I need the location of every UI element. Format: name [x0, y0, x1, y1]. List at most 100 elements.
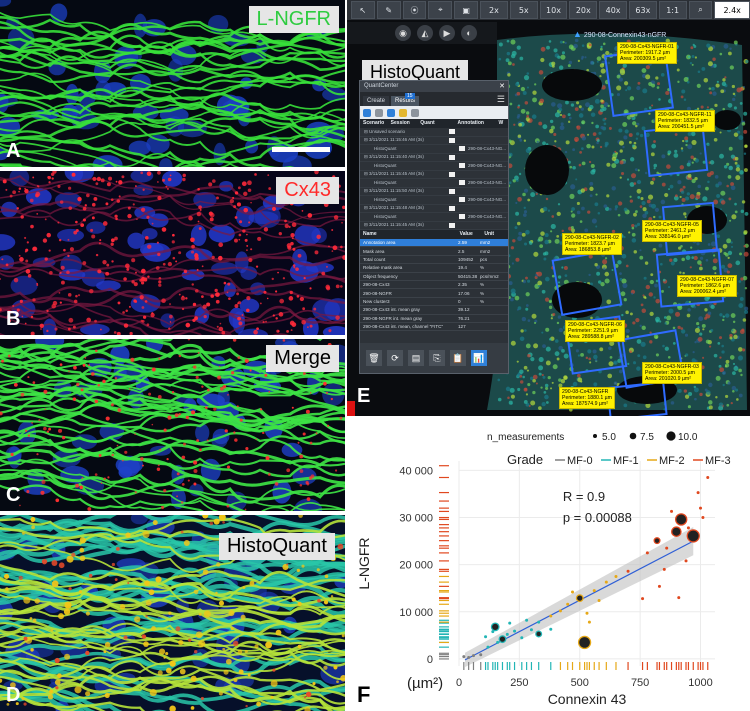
session-row[interactable]: ⊟ 3/11/2021 11:15:48 AM (3s) [360, 205, 508, 213]
close-icon[interactable]: ✕ [499, 83, 505, 90]
session-column-header[interactable]: Scenario [363, 120, 385, 126]
clipboard-icon[interactable]: 📋 [450, 350, 466, 366]
data-point[interactable] [684, 559, 688, 563]
session-checkbox[interactable] [449, 171, 455, 177]
session-column-header[interactable]: Session [390, 120, 410, 126]
session-checkbox[interactable] [449, 154, 455, 160]
data-point[interactable] [614, 574, 618, 578]
refresh-icon[interactable]: ⟳ [387, 350, 403, 366]
toolbar-button[interactable]: 63x [628, 1, 657, 19]
results-row[interactable]: Relative mask area 19.4% [360, 264, 508, 273]
data-point[interactable] [558, 609, 562, 613]
data-point[interactable] [496, 640, 500, 644]
results-row[interactable]: 290-08-NGFR int. mean gray 76.21 [360, 314, 508, 323]
data-point[interactable] [686, 529, 700, 543]
data-point[interactable] [486, 645, 490, 649]
data-point[interactable] [645, 551, 649, 555]
data-point[interactable] [587, 620, 591, 624]
data-point[interactable] [505, 632, 509, 636]
contrast-icon[interactable]: ◐ [461, 25, 477, 41]
session-row[interactable]: HistoQuant 290-08-Cx43-NG... [360, 145, 508, 154]
toolbar-button[interactable]: ⦿ [402, 1, 427, 19]
results-row[interactable]: Annotation area 2.59 mm2 [360, 239, 508, 248]
session-checkbox[interactable] [459, 180, 465, 186]
play-icon[interactable]: ▶ [439, 25, 455, 41]
session-row[interactable]: ⊟ 3/11/2021 11:15:50 AM (3s) [360, 188, 508, 196]
session-checkbox[interactable] [459, 214, 465, 220]
toolbar-button[interactable]: ⌖ [428, 1, 453, 19]
data-point[interactable] [549, 614, 553, 618]
results-column-header[interactable]: Name [363, 231, 377, 237]
results-column-header[interactable]: Value [459, 231, 473, 237]
report-icon[interactable]: ▤ [408, 350, 424, 366]
toolbar-button[interactable]: ✎ [376, 1, 401, 19]
session-column-header[interactable] [444, 119, 455, 128]
data-point[interactable] [699, 506, 703, 510]
session-row[interactable]: HistoQuant 290-08-Cx43-NG... [360, 196, 508, 205]
data-point[interactable] [597, 598, 601, 602]
session-checkbox[interactable] [459, 146, 465, 152]
session-checkbox[interactable] [449, 137, 455, 143]
toolbar-button[interactable]: ⌕ [688, 1, 713, 19]
results-row[interactable]: 290-08-Cx43 2.35% [360, 280, 508, 290]
data-point[interactable] [657, 584, 661, 588]
results-row[interactable]: Total count 109452 pcs [360, 255, 508, 265]
data-point[interactable] [677, 596, 681, 600]
results-row[interactable]: 290-08-Cx43 int. mean, channel "FITC" 127 [360, 322, 508, 332]
tab-results[interactable]: Results [391, 96, 420, 106]
data-point[interactable] [462, 655, 466, 659]
session-row[interactable]: ⊟ 3/11/2021 11:15:45 AM (3s) [360, 171, 508, 179]
session-checkbox[interactable] [449, 188, 455, 194]
results-row[interactable]: 290-08-NGFR 17.06% [360, 289, 508, 298]
data-point[interactable] [508, 621, 512, 625]
data-point[interactable] [575, 594, 584, 603]
data-point[interactable] [662, 567, 666, 571]
tab-create[interactable]: Create [363, 96, 390, 106]
data-point[interactable] [513, 629, 517, 633]
copy-icon[interactable]: ⎘ [429, 350, 445, 366]
roi-annotation-label[interactable]: 290-08-Cx43-NGFR-05 Perimeter: 2461.2 µm A… [642, 220, 702, 242]
data-point[interactable] [641, 597, 645, 601]
data-point[interactable] [471, 654, 475, 658]
data-point[interactable] [490, 622, 500, 632]
zoom-field[interactable]: 2.4x [714, 1, 750, 19]
line-filter-icon[interactable] [375, 108, 383, 117]
session-checkbox[interactable] [449, 222, 455, 228]
roi-annotation-label[interactable]: 290-08-Cx43-NGFR-02 Perimeter: 1823.7 µm A… [562, 233, 622, 255]
toolbar-button[interactable]: ▣ [454, 1, 479, 19]
session-checkbox[interactable] [449, 205, 455, 211]
data-point[interactable] [566, 602, 570, 606]
results-row[interactable]: 290-08-Cx43 int. mean gray 39.12 [360, 306, 508, 315]
data-point[interactable] [549, 627, 553, 631]
session-column-header[interactable]: Quant [420, 120, 435, 126]
roi-annotation-label[interactable]: 290-08-Cx43-NGFR Perimeter: 1880.1 µm Area… [559, 387, 615, 409]
more-icon[interactable] [411, 108, 419, 117]
quantcenter-titlebar[interactable]: QuantCenter ✕ [360, 81, 508, 92]
roi-annotation-label[interactable]: 290-08-Cx43-NGFR-11 Perimeter: 1832.5 µm A… [655, 110, 715, 132]
flip-icon[interactable]: ◭ [417, 25, 433, 41]
link-icon[interactable] [387, 108, 395, 117]
session-row[interactable]: ⊟ 3/11/2021 11:15:40 AM (3s) [360, 154, 508, 162]
results-column-header[interactable]: Unit [484, 231, 495, 237]
session-row[interactable]: ⊟ Unsaved scenario [360, 128, 508, 137]
session-row[interactable]: HistoQuant 290-08-Cx43-NG... [360, 179, 508, 188]
data-point[interactable] [577, 635, 592, 650]
toolbar-button[interactable]: 40x [599, 1, 627, 19]
data-point[interactable] [535, 630, 543, 638]
data-point[interactable] [467, 656, 471, 660]
toolbar-button[interactable]: 2x [480, 1, 508, 19]
toolbar-button[interactable]: ↖ [351, 1, 375, 19]
data-point[interactable] [498, 635, 507, 644]
hamburger-menu-icon[interactable]: ☰ [496, 94, 505, 104]
data-point[interactable] [696, 491, 700, 495]
toolbar-button[interactable]: 20x [569, 1, 598, 19]
data-point[interactable] [674, 513, 688, 526]
data-point[interactable] [592, 589, 596, 593]
data-point[interactable] [653, 537, 661, 545]
delete-icon[interactable]: 🗑 [366, 350, 382, 366]
data-point[interactable] [701, 516, 705, 520]
data-point[interactable] [479, 653, 483, 657]
chart-icon[interactable]: 📊 [471, 350, 487, 366]
data-point[interactable] [686, 526, 690, 530]
roi-annotation-label[interactable]: 290-08-Cx43-NGFR-07 Perimeter: 1862.6 µm A… [677, 275, 737, 297]
